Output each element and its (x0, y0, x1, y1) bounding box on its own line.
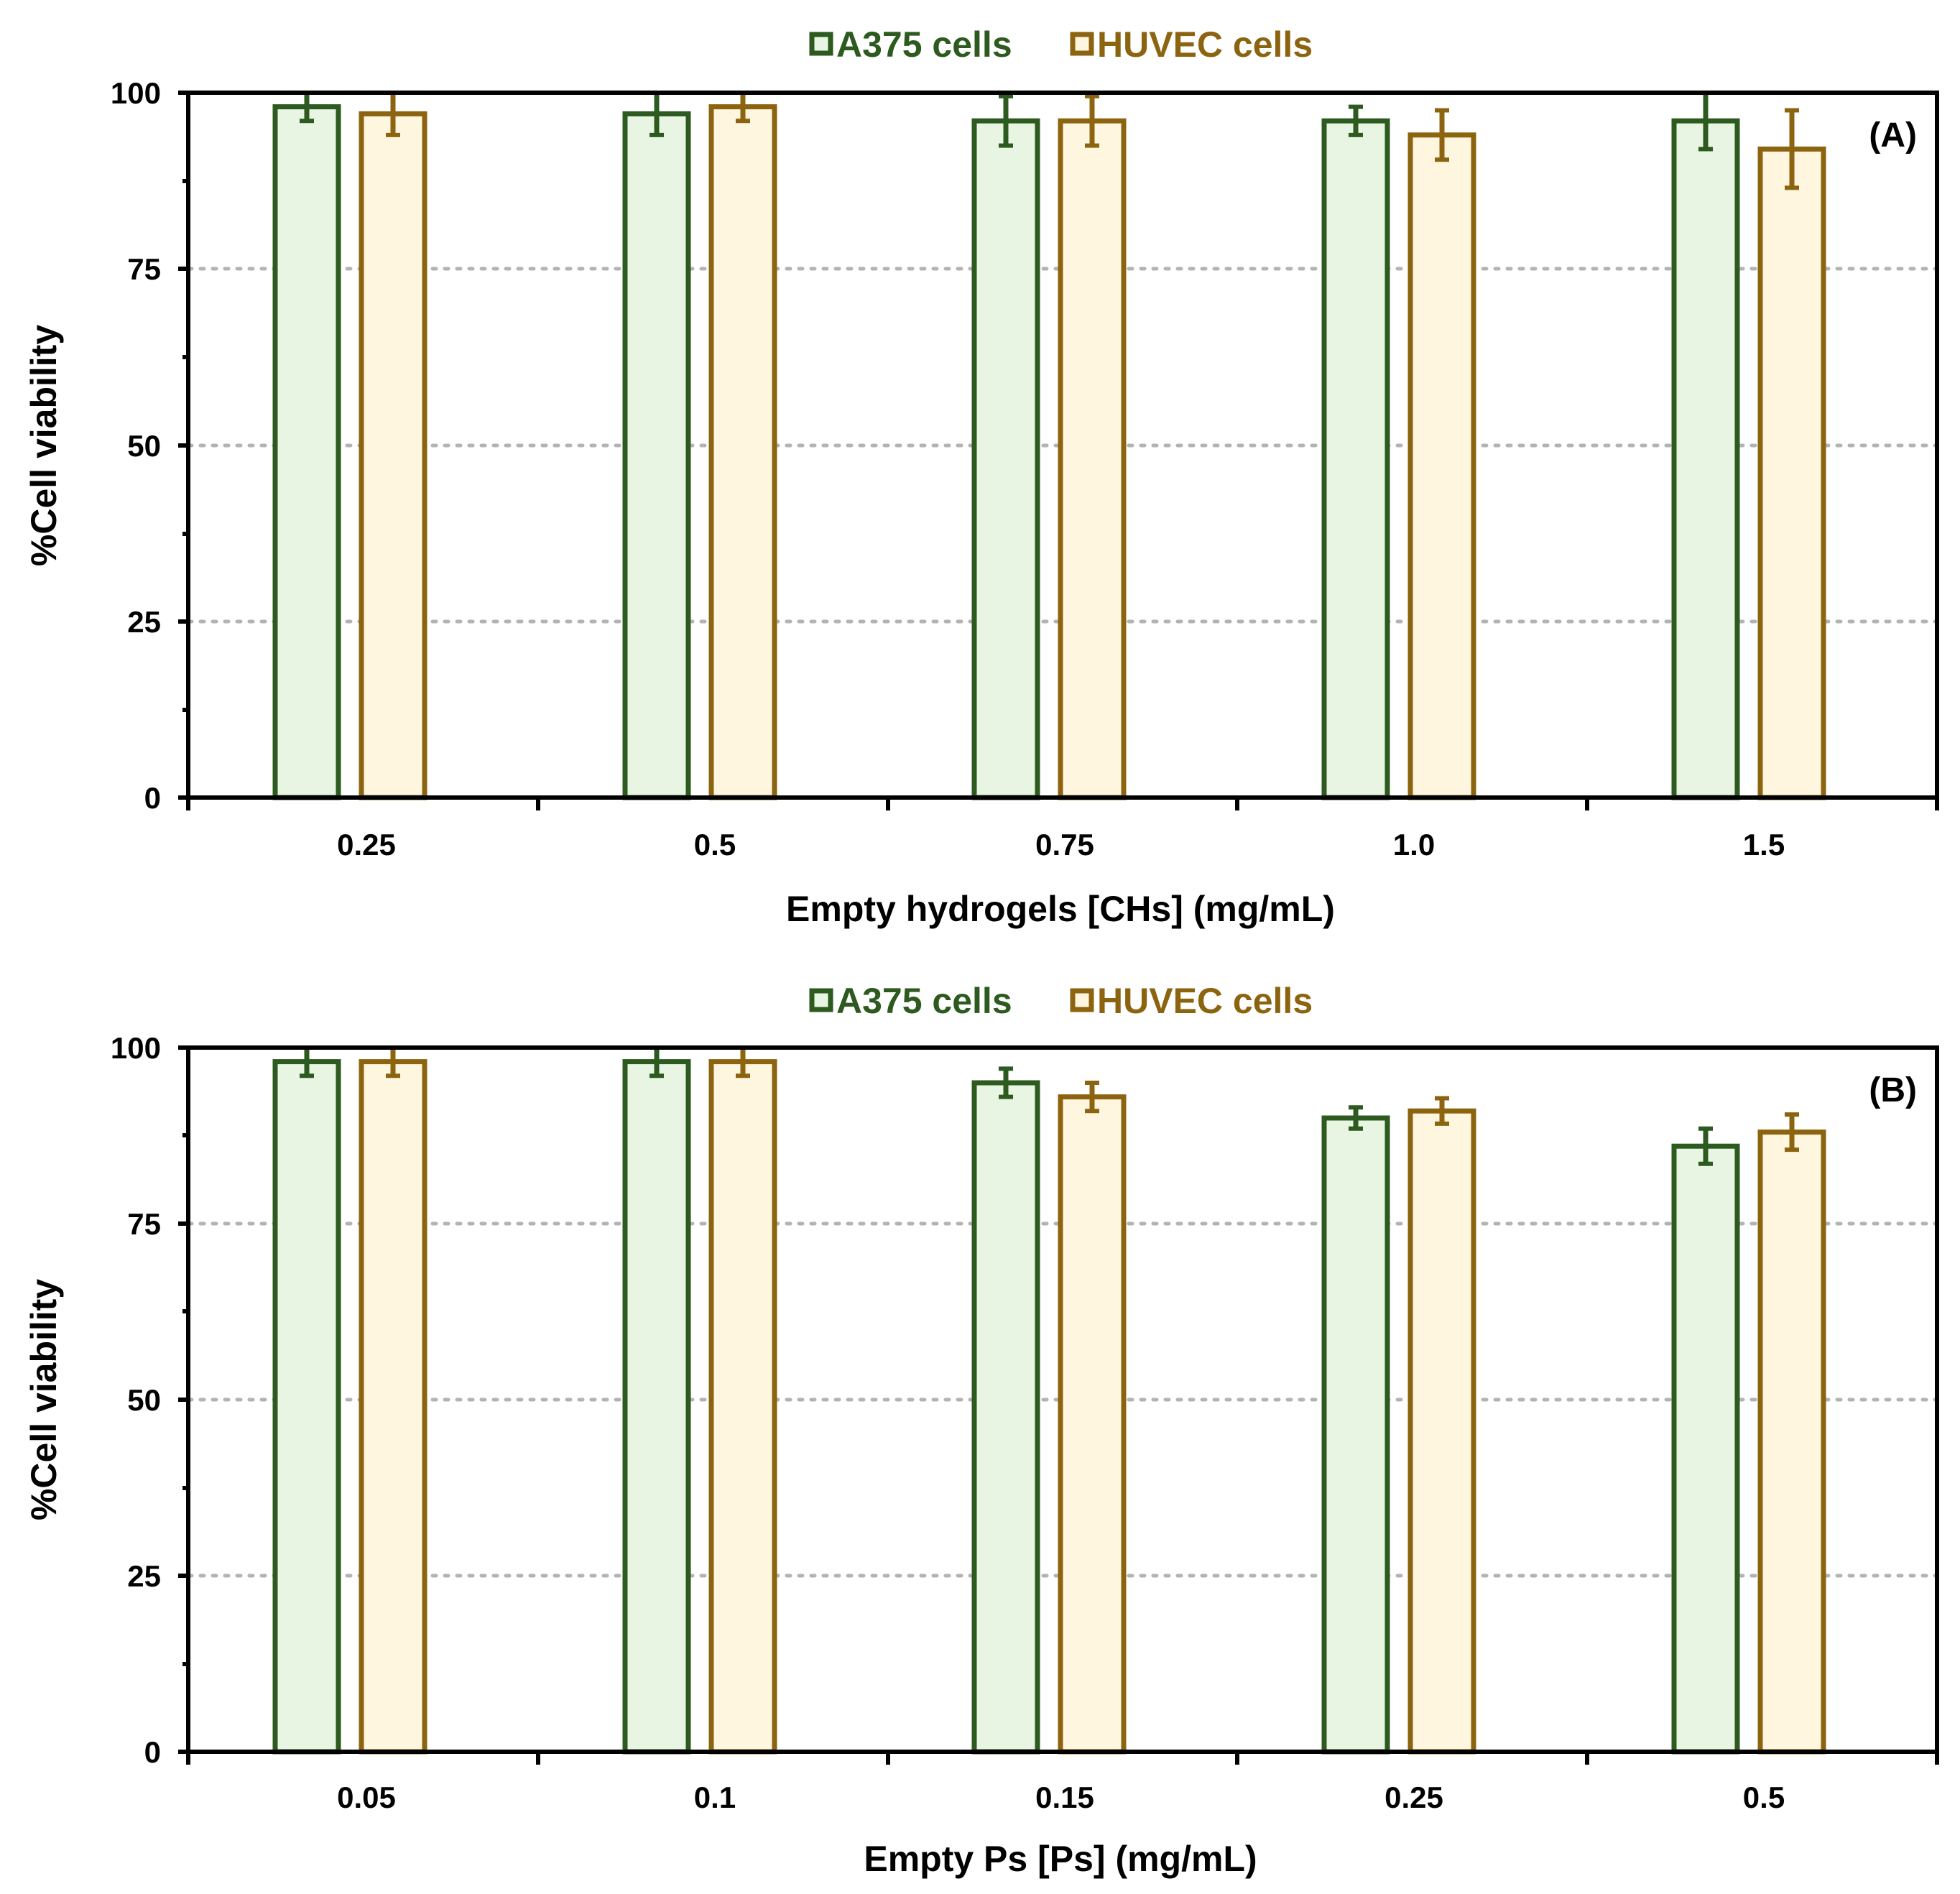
bar-huvec-2 (1058, 1094, 1127, 1755)
bar-a375-2 (971, 1080, 1040, 1755)
legend-b: A375 cells HUVEC cells (809, 981, 1313, 1021)
bar-a375-4 (1671, 1143, 1740, 1755)
panel-b: A375 cells HUVEC cells 100 75 50 25 0 (24, 981, 1939, 1879)
bar-a375-3 (1321, 1115, 1390, 1755)
x-tick-label: 1.0 (1393, 828, 1435, 861)
legend-a375-swatch (809, 988, 833, 1012)
y-tick-label-75: 75 (127, 1207, 161, 1241)
bar-huvec-3 (1407, 1108, 1476, 1755)
x-tick-label: 0.75 (1035, 828, 1094, 861)
bar-huvec-2 (1058, 118, 1127, 800)
legend-huvec-label: HUVEC cells (1097, 981, 1313, 1021)
y-tick-label-25: 25 (127, 605, 161, 639)
y-tick-label-75: 75 (127, 252, 161, 286)
y-tick-label-25: 25 (127, 1559, 161, 1593)
y-tick-label-100: 100 (111, 1031, 161, 1065)
legend-a375-label: A375 cells (836, 981, 1012, 1021)
grid-b (186, 1221, 1939, 1578)
y-axis-title-b: %Cell viability (24, 1279, 64, 1520)
bar-huvec-4 (1757, 146, 1826, 800)
legend-huvec-swatch (1070, 988, 1094, 1012)
x-tick-label: 1.5 (1743, 828, 1785, 861)
y-tick-label-100: 100 (111, 76, 161, 110)
bar-huvec-3 (1407, 132, 1476, 800)
x-tick-label: 0.25 (337, 828, 396, 861)
x-axis-title-b: Empty Ps [Ps] (mg/mL) (864, 1839, 1257, 1879)
bar-a375-1 (622, 1059, 691, 1755)
legend-huvec-label: HUVEC cells (1097, 24, 1313, 65)
x-tick-label: 0.5 (1743, 1780, 1785, 1814)
y-axis-b: 100 75 50 25 0 (111, 1031, 188, 1769)
x-axis-title-a: Empty hydrogels [CHs] (mg/mL) (786, 889, 1335, 929)
bar-a375-0 (272, 104, 341, 800)
bar-huvec-1 (708, 1059, 777, 1755)
x-axis-b: 0.05 0.1 0.15 0.25 0.5 (186, 1752, 1939, 1814)
legend-a375-label: A375 cells (836, 24, 1012, 65)
y-axis-title-a: %Cell viability (24, 325, 64, 566)
legend-huvec-swatch (1070, 32, 1094, 56)
bar-huvec-4 (1757, 1130, 1826, 1755)
legend-a: A375 cells HUVEC cells (809, 24, 1313, 65)
bars-a (272, 91, 1826, 800)
legend-a375-swatch (809, 32, 833, 56)
y-tick-label-50: 50 (127, 429, 161, 463)
x-tick-label: 0.5 (694, 828, 736, 861)
x-tick-label: 0.05 (337, 1780, 396, 1814)
y-tick-label-50: 50 (127, 1383, 161, 1417)
y-tick-label-0: 0 (144, 1735, 161, 1769)
bar-huvec-0 (359, 111, 427, 800)
bars-b (272, 1045, 1826, 1755)
panel-label-b: (B) (1869, 1071, 1917, 1109)
bar-a375-4 (1671, 118, 1740, 800)
panel-label-a: (A) (1869, 116, 1917, 154)
bar-huvec-0 (359, 1059, 427, 1755)
bar-a375-0 (272, 1059, 341, 1755)
bar-huvec-1 (708, 104, 777, 800)
bar-a375-2 (971, 118, 1040, 800)
grid-a (186, 267, 1939, 624)
x-tick-label: 0.15 (1035, 1780, 1094, 1814)
x-axis-a: 0.25 0.5 0.75 1.0 1.5 (186, 798, 1939, 861)
panel-a: A375 cells HUVEC cells 100 75 50 25 0 (24, 24, 1939, 929)
y-axis-a: 100 75 50 25 0 (111, 76, 188, 815)
x-tick-label: 0.1 (694, 1780, 736, 1814)
bar-a375-1 (622, 111, 691, 800)
bar-a375-3 (1321, 118, 1390, 800)
y-tick-label-0: 0 (144, 781, 161, 815)
x-tick-label: 0.25 (1385, 1780, 1443, 1814)
